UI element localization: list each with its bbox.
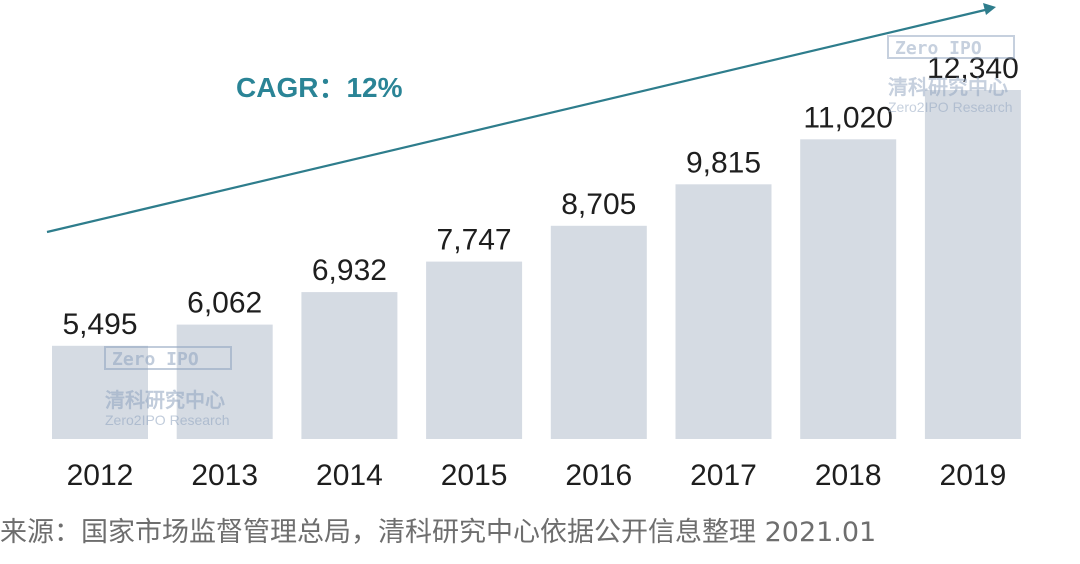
watermark-brand: Zero IPO xyxy=(895,38,982,59)
watermark-name-en: Zero2IPO Research xyxy=(105,412,230,428)
bar-2016 xyxy=(550,225,647,439)
watermark-brand: Zero IPO xyxy=(112,349,199,370)
value-labels-group: 5,4956,0626,9327,7478,7059,81511,02012,3… xyxy=(62,52,1018,341)
bar-2015 xyxy=(426,261,523,439)
category-label-2018: 2018 xyxy=(815,459,882,492)
watermark: Zero IPO 清科研究中心 Zero2IPO Research xyxy=(887,35,1015,115)
category-labels-group: 2012 2013 2014 2015 2016 2017 2018 2019 xyxy=(67,459,1007,492)
category-label-2012: 2012 xyxy=(67,459,134,492)
watermark-logo-box xyxy=(887,35,1015,59)
category-label-2016: 2016 xyxy=(565,459,632,492)
bar-2017 xyxy=(675,184,772,439)
bar-2019 xyxy=(924,90,1021,439)
value-label-2017: 9,815 xyxy=(686,146,761,179)
value-label-2018: 11,020 xyxy=(803,101,893,134)
value-label-2015: 7,747 xyxy=(437,224,512,257)
category-label-2014: 2014 xyxy=(316,459,383,492)
bar-2012 xyxy=(52,345,148,439)
category-label-2019: 2019 xyxy=(940,459,1007,492)
cagr-arrow-head xyxy=(983,3,996,15)
bar-2014 xyxy=(301,292,398,439)
bar-2018 xyxy=(800,139,897,440)
category-label-2015: 2015 xyxy=(441,459,508,492)
bar-2013 xyxy=(176,324,273,439)
category-label-2013: 2013 xyxy=(191,459,258,492)
watermark-name-en: Zero2IPO Research xyxy=(888,99,1013,115)
source-note: 来源：国家市场监督管理总局，清科研究中心依据公开信息整理 2021.01 xyxy=(0,517,877,548)
category-label-2017: 2017 xyxy=(690,459,757,492)
value-label-2016: 8,705 xyxy=(561,188,636,221)
cagr-annotation: CAGR：12% xyxy=(236,72,403,103)
value-label-2014: 6,932 xyxy=(312,254,387,287)
value-label-2012: 5,495 xyxy=(62,308,137,341)
watermark: Zero IPO 清科研究中心 Zero2IPO Research xyxy=(104,346,232,428)
watermark-name-cn: 清科研究中心 xyxy=(888,75,1008,99)
watermark-logo-box xyxy=(104,346,232,370)
watermark-name-cn: 清科研究中心 xyxy=(105,388,225,412)
bars-group xyxy=(52,90,1021,440)
cagr-arrow-line xyxy=(46,8,986,234)
value-label-2013: 6,062 xyxy=(187,287,262,320)
